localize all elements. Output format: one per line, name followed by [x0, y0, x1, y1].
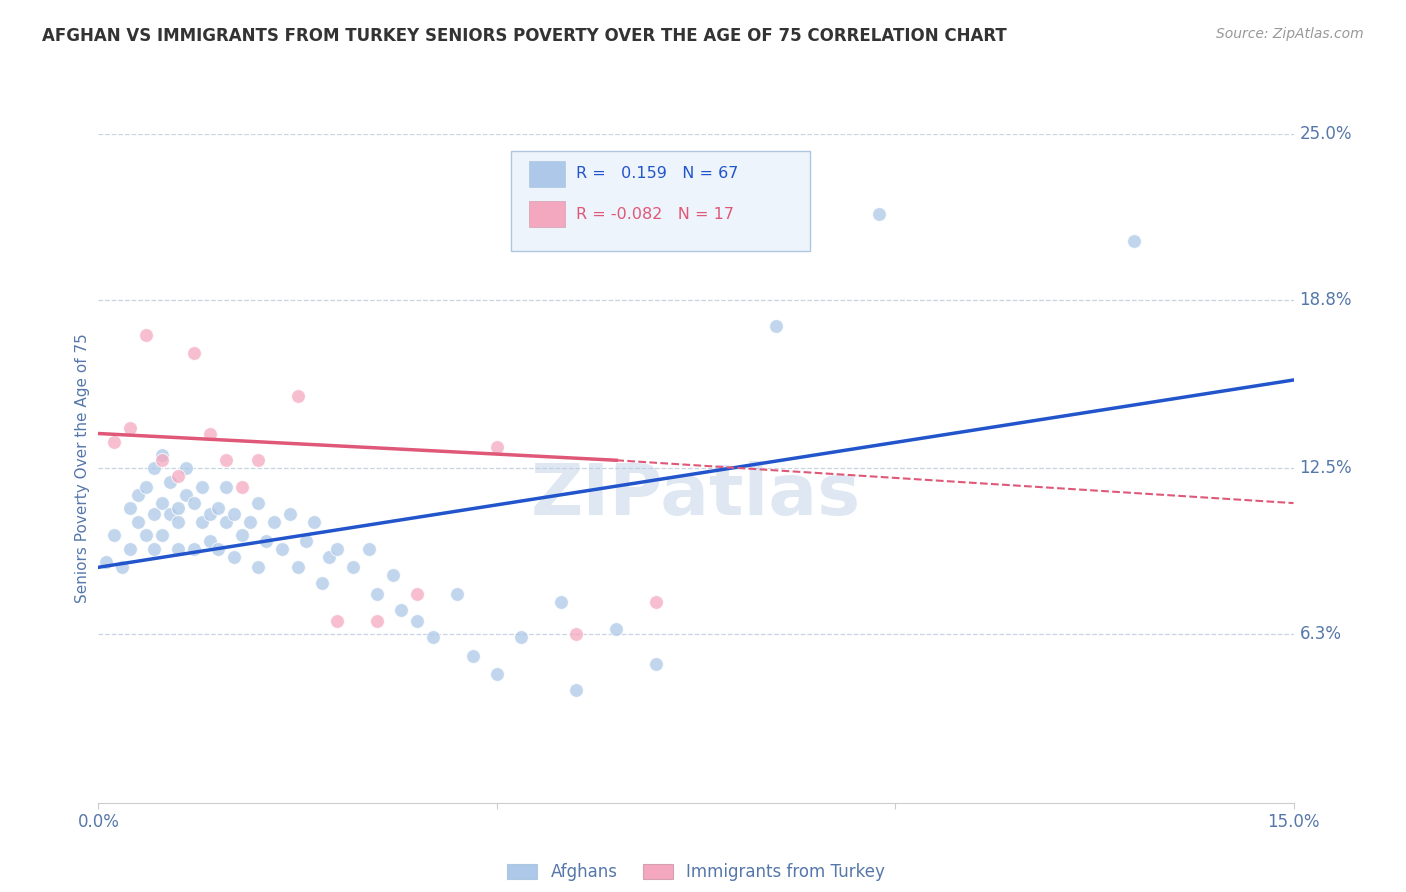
Point	[565, 683, 588, 698]
Point	[96, 555, 118, 569]
Point	[183, 346, 205, 360]
Point	[406, 587, 429, 601]
Text: Source: ZipAtlas.com: Source: ZipAtlas.com	[1216, 27, 1364, 41]
Text: R =   0.159   N = 67: R = 0.159 N = 67	[576, 167, 738, 181]
Point	[215, 453, 238, 467]
Text: R = -0.082   N = 17: R = -0.082 N = 17	[576, 207, 734, 221]
Point	[287, 560, 309, 574]
Point	[550, 595, 572, 609]
Point	[198, 426, 221, 441]
Point	[183, 541, 205, 556]
Text: 25.0%: 25.0%	[1299, 125, 1353, 143]
Point	[246, 560, 269, 574]
Point	[366, 587, 388, 601]
Point	[207, 541, 229, 556]
Point	[278, 507, 301, 521]
Point	[215, 515, 238, 529]
Point	[167, 541, 190, 556]
Point	[120, 541, 142, 556]
Y-axis label: Seniors Poverty Over the Age of 75: Seniors Poverty Over the Age of 75	[75, 334, 90, 603]
Point	[231, 480, 253, 494]
Point	[239, 515, 262, 529]
Point	[198, 507, 221, 521]
Text: AFGHAN VS IMMIGRANTS FROM TURKEY SENIORS POVERTY OVER THE AGE OF 75 CORRELATION : AFGHAN VS IMMIGRANTS FROM TURKEY SENIORS…	[42, 27, 1007, 45]
Point	[326, 541, 349, 556]
Point	[382, 568, 405, 582]
Point	[231, 528, 253, 542]
Point	[191, 480, 214, 494]
Point	[326, 614, 349, 628]
Point	[1123, 234, 1146, 248]
FancyBboxPatch shape	[529, 161, 565, 187]
Point	[565, 627, 588, 641]
Point	[215, 480, 238, 494]
Legend: Afghans, Immigrants from Turkey: Afghans, Immigrants from Turkey	[508, 863, 884, 881]
Point	[685, 220, 707, 235]
Point	[150, 496, 173, 510]
Point	[127, 488, 149, 502]
Point	[167, 469, 190, 483]
Point	[159, 475, 181, 489]
Point	[103, 434, 125, 449]
Point	[605, 622, 627, 636]
Point	[127, 515, 149, 529]
Point	[159, 507, 181, 521]
Point	[645, 595, 668, 609]
Point	[198, 533, 221, 548]
Point	[254, 533, 277, 548]
Point	[143, 461, 166, 475]
Point	[135, 327, 157, 342]
Point	[143, 507, 166, 521]
Text: 12.5%: 12.5%	[1299, 459, 1353, 477]
Point	[287, 389, 309, 403]
Point	[302, 515, 325, 529]
Point	[167, 515, 190, 529]
Point	[120, 501, 142, 516]
Point	[191, 515, 214, 529]
Point	[422, 630, 444, 644]
Point	[868, 207, 890, 221]
Point	[143, 541, 166, 556]
Point	[485, 667, 508, 681]
Point	[167, 501, 190, 516]
Point	[359, 541, 381, 556]
Point	[150, 448, 173, 462]
Point	[222, 549, 245, 564]
Point	[135, 480, 157, 494]
Point	[645, 657, 668, 671]
Point	[342, 560, 364, 574]
Point	[135, 528, 157, 542]
Point	[120, 421, 142, 435]
Point	[174, 461, 197, 475]
Point	[103, 528, 125, 542]
Point	[765, 319, 787, 334]
Point	[366, 614, 388, 628]
Point	[207, 501, 229, 516]
Point	[389, 603, 412, 617]
Point	[150, 453, 173, 467]
Point	[294, 533, 316, 548]
Point	[461, 648, 484, 663]
Point	[246, 453, 269, 467]
Point	[485, 440, 508, 454]
Point	[111, 560, 134, 574]
FancyBboxPatch shape	[529, 201, 565, 227]
Point	[270, 541, 292, 556]
Point	[222, 507, 245, 521]
Point	[183, 496, 205, 510]
FancyBboxPatch shape	[510, 151, 810, 251]
Point	[406, 614, 429, 628]
Point	[174, 488, 197, 502]
Point	[446, 587, 468, 601]
Point	[246, 496, 269, 510]
Text: 6.3%: 6.3%	[1299, 625, 1341, 643]
Text: ZIPatlas: ZIPatlas	[531, 460, 860, 530]
Point	[509, 630, 531, 644]
Point	[311, 576, 333, 591]
Text: 18.8%: 18.8%	[1299, 291, 1353, 309]
Point	[150, 528, 173, 542]
Point	[318, 549, 340, 564]
Point	[263, 515, 285, 529]
